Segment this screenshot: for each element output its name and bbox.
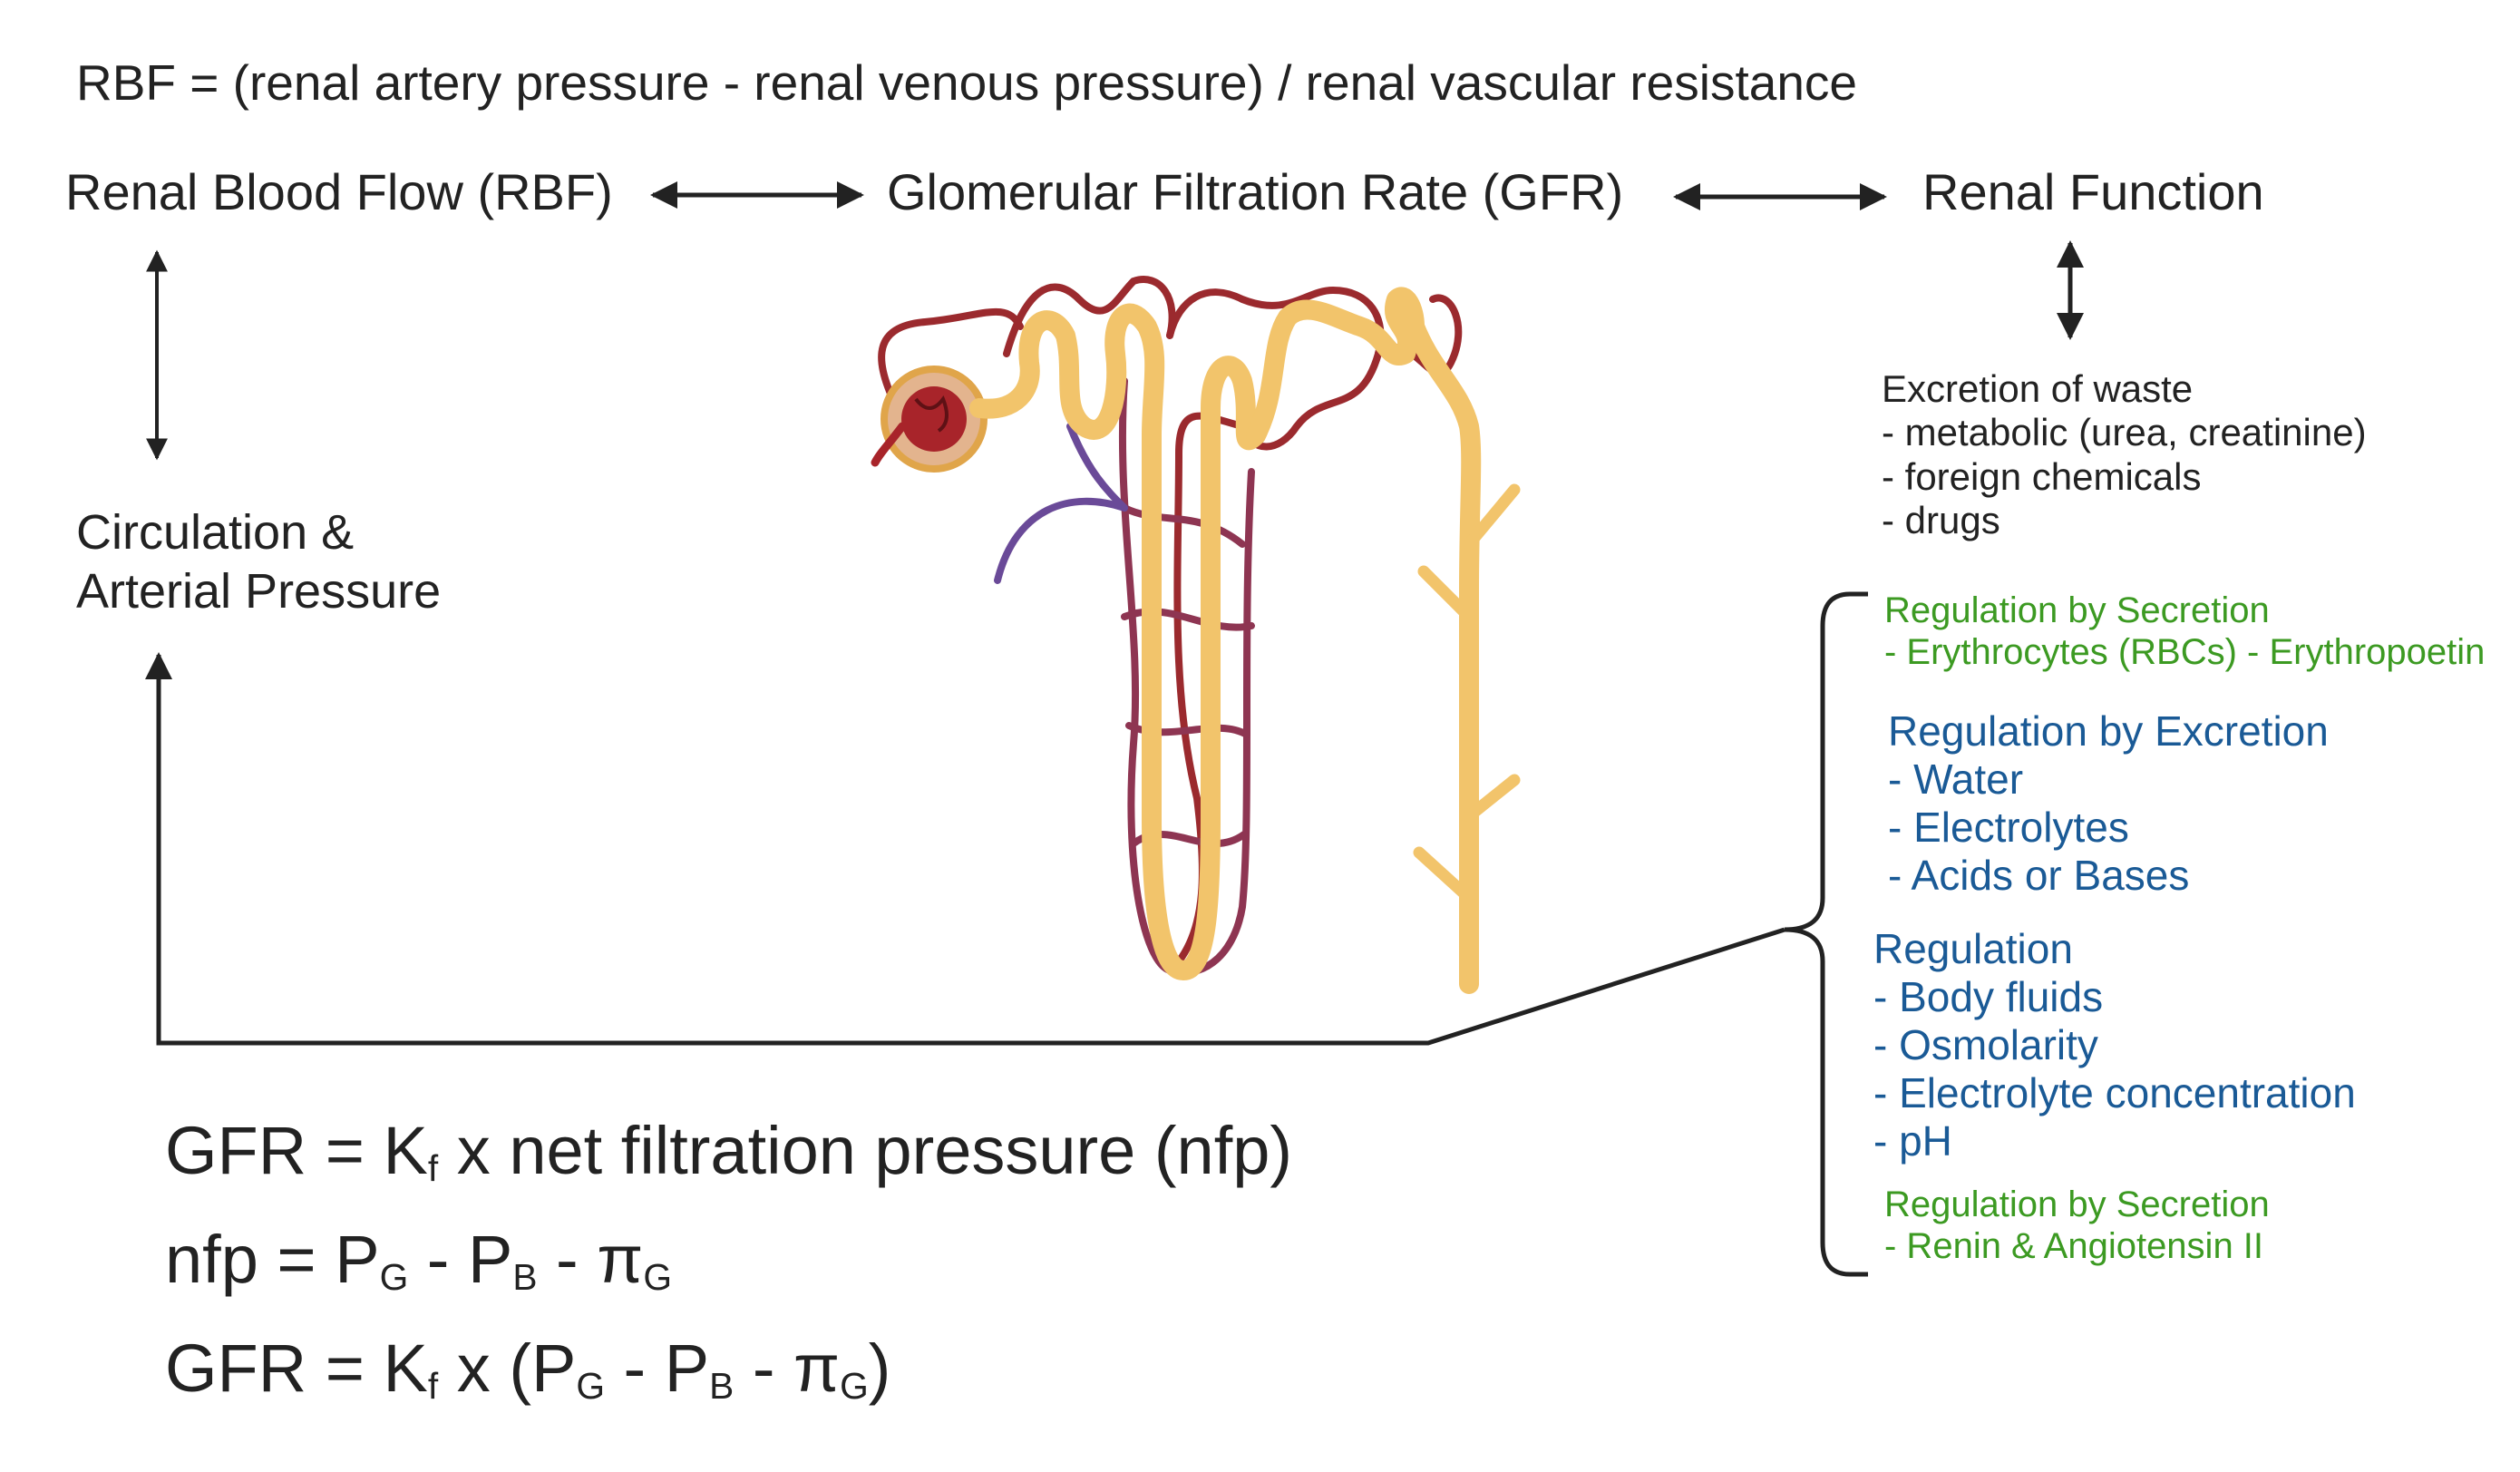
node-circulation-line1: Circulation & — [76, 505, 355, 560]
regulation-item: - pH — [1873, 1116, 1952, 1165]
regulation-excretion-title: Regulation by Excretion — [1888, 707, 2329, 755]
feedback-line — [145, 652, 1785, 1046]
excretion-item: - drugs — [1882, 498, 2000, 541]
rbf-equation: RBF = (renal artery pressure - renal ven… — [76, 54, 1857, 111]
regulation-item: - Body fluids — [1873, 972, 2104, 1020]
excretion-item: - metabolic (urea, creatinine) — [1882, 411, 2367, 454]
regulation-secretion-title: Regulation by Secretion — [1884, 590, 2270, 630]
excretion-block: Excretion of waste - metabolic (urea, cr… — [1882, 367, 2367, 542]
nfp-equation: nfp = PG - PB - πG — [165, 1222, 672, 1299]
regulation-item: - Electrolyte concentration — [1873, 1068, 2356, 1116]
regulation-excretion-block: Regulation by Excretion - Water - Electr… — [1888, 707, 2329, 900]
nephron-illustration — [871, 276, 1521, 994]
regulation-secretion-item: - Erythrocytes (RBCs) - Erythropoetin — [1884, 632, 2486, 672]
regulation-item: - Osmolarity — [1873, 1020, 2098, 1068]
excretion-item: - foreign chemicals — [1882, 454, 2202, 498]
node-gfr: Glomerular Filtration Rate (GFR) — [887, 163, 1624, 220]
regulation-excretion-item: - Acids or Bases — [1888, 851, 2190, 899]
gfr-equation: GFR = Kf x net filtration pressure (nfp) — [165, 1113, 1293, 1190]
regulation-secretion-renin-block: Regulation by Secretion - Renin & Angiot… — [1884, 1184, 2270, 1267]
regulation-secretion-item: - Renin & Angiotensin II — [1884, 1226, 2264, 1266]
excretion-title: Excretion of waste — [1882, 367, 2194, 410]
regulation-bracket — [1784, 591, 1868, 1277]
regulation-secretion-erythropoetin-block: Regulation by Secretion - Erythrocytes (… — [1884, 590, 2485, 673]
node-renal-blood-flow: Renal Blood Flow (RBF) — [65, 163, 613, 220]
regulation-excretion-item: - Water — [1888, 755, 2024, 803]
regulation-title: Regulation — [1873, 925, 2073, 972]
node-renal-function: Renal Function — [1922, 163, 2264, 220]
node-circulation-line2: Arterial Pressure — [76, 564, 442, 619]
regulation-excretion-item: - Electrolytes — [1888, 803, 2129, 851]
gfr-expanded-equation: GFR = Kf x (PG - PB - πG) — [165, 1331, 891, 1408]
regulation-block: Regulation - Body fluids - Osmolarity - … — [1873, 925, 2356, 1165]
regulation-secretion-title: Regulation by Secretion — [1884, 1184, 2270, 1224]
